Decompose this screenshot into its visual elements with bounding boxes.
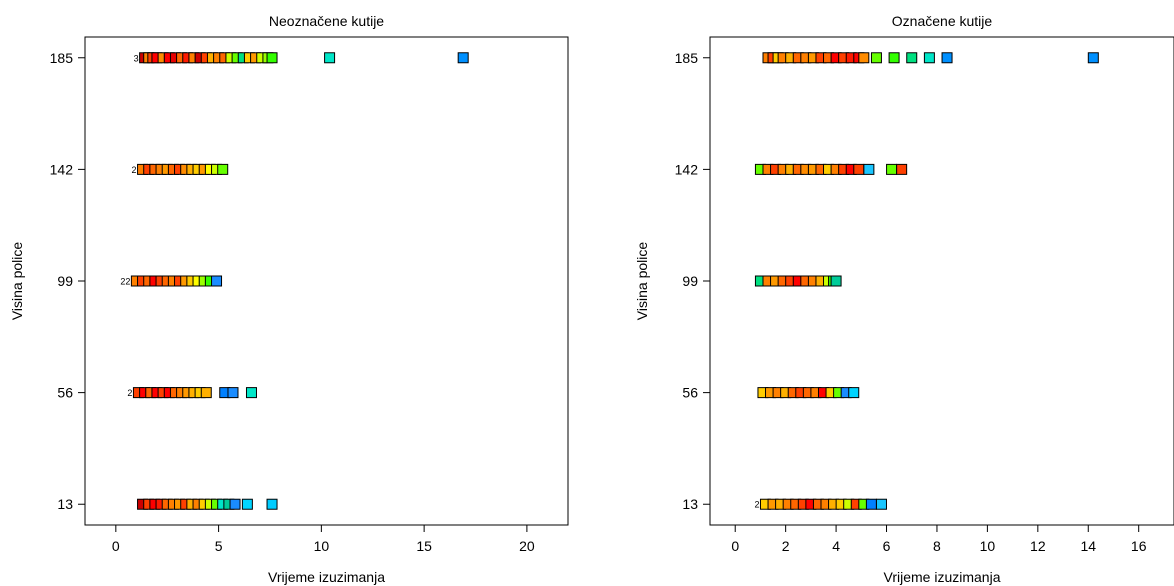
point-count-label: 2: [127, 388, 132, 398]
x-axis-label: Vrijeme izuzimanja: [268, 569, 385, 585]
data-point: [896, 163, 908, 175]
data-point: [211, 275, 223, 287]
x-tick-label: 5: [215, 538, 223, 554]
data-point: [888, 52, 900, 64]
chart-title: Označene kutije: [892, 13, 993, 29]
x-tick-label: 16: [1131, 538, 1147, 554]
y-tick-label: 13: [57, 496, 73, 512]
x-tick-label: 8: [933, 538, 941, 554]
y-tick-label: 185: [675, 50, 699, 66]
data-point: [863, 163, 875, 175]
x-tick-label: 10: [314, 538, 330, 554]
data-point: [941, 52, 953, 64]
data-point: [886, 163, 898, 175]
data-point: [229, 498, 241, 510]
point-count-label: 2: [132, 165, 137, 175]
data-point: [217, 163, 229, 175]
x-tick-label: 20: [519, 538, 535, 554]
x-tick-label: 14: [1080, 538, 1096, 554]
data-point: [830, 275, 842, 287]
data-point: [200, 387, 212, 399]
data-point: [865, 498, 877, 510]
y-axis-label: Visina police: [634, 242, 650, 321]
data-point: [1087, 52, 1099, 64]
y-tick-label: 56: [682, 385, 698, 401]
data-point: [324, 52, 336, 64]
data-point: [858, 52, 870, 64]
y-axis-label: Visina police: [9, 242, 25, 321]
x-tick-label: 6: [883, 538, 891, 554]
data-point: [906, 52, 918, 64]
x-tick-label: 2: [782, 538, 790, 554]
data-point: [241, 498, 253, 510]
x-axis-label: Vrijeme izuzimanja: [884, 569, 1001, 585]
chart-panel-2: Označene kutije 0 2 4 6 8 10 12 14 16 13 56 99 142 185…: [634, 13, 1174, 585]
y-tick-label: 99: [682, 273, 698, 289]
chart-panel-1: Neoznačene kutije 0 5 10 15 20 13 56 99 142 185 Vri…: [9, 13, 569, 585]
data-point: [457, 52, 469, 64]
x-tick-label: 0: [112, 538, 120, 554]
data-point: [875, 498, 887, 510]
data-point: [227, 387, 239, 399]
x-tick-label: 4: [832, 538, 840, 554]
y-tick-label: 185: [50, 50, 74, 66]
point-count-label: 2: [754, 500, 759, 510]
x-tick-label: 12: [1030, 538, 1046, 554]
x-tick-label: 0: [731, 538, 739, 554]
y-tick-label: 13: [682, 496, 698, 512]
x-tick-label: 15: [416, 538, 432, 554]
data-point: [245, 387, 257, 399]
y-tick-label: 142: [675, 161, 699, 177]
y-tick-label: 99: [57, 273, 73, 289]
data-point: [853, 163, 865, 175]
point-count-label: 22: [120, 277, 130, 287]
data-point: [266, 52, 278, 64]
point-count-label: 3: [134, 53, 139, 63]
data-point: [848, 387, 860, 399]
chart-title: Neoznačene kutije: [269, 13, 384, 29]
y-tick-label: 142: [50, 161, 74, 177]
data-point: [923, 52, 935, 64]
data-point: [870, 52, 882, 64]
x-tick-label: 10: [980, 538, 996, 554]
y-tick-label: 56: [57, 385, 73, 401]
data-point: [266, 498, 278, 510]
